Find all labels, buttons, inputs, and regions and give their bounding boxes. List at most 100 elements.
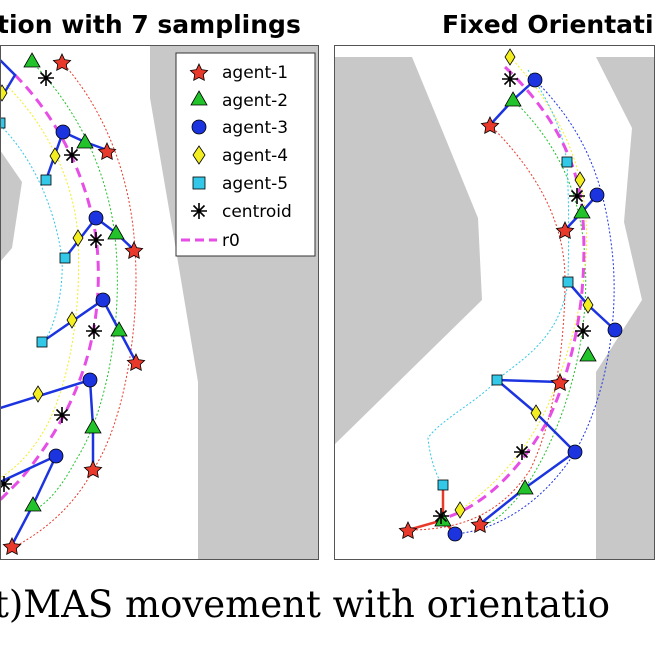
legend-item-agent-4: agent-4 <box>192 145 288 166</box>
right-traj-agent-1 <box>407 124 566 531</box>
star-marker <box>555 221 575 240</box>
asterisk-marker <box>0 476 12 492</box>
legend-label: agent-1 <box>222 63 288 83</box>
legend: agent-1 agent-2 agent-3 agent-4 agent-5 … <box>175 52 316 257</box>
legend-item-centroid: centroid <box>191 202 292 222</box>
diamond-marker <box>530 404 542 422</box>
legend-item-agent-5: agent-5 <box>192 174 288 194</box>
diamond-marker <box>32 385 44 403</box>
circle-marker <box>527 72 543 88</box>
legend-item-r0: r0 <box>181 231 240 251</box>
legend-label: r0 <box>222 231 240 251</box>
square-marker <box>59 252 71 264</box>
triangle-marker <box>23 52 41 68</box>
right-panel: Fixed Orientati <box>334 10 655 560</box>
diamond-marker <box>504 48 516 66</box>
left-panel: tion with 7 samplings <box>0 10 319 560</box>
left-centroid-markers <box>0 70 104 492</box>
legend-item-agent-3: agent-3 <box>191 118 288 138</box>
circle-marker <box>95 292 111 308</box>
right-agent-4-markers <box>454 48 594 519</box>
left-agent-1-markers <box>2 53 146 556</box>
left-agent-3-markers <box>48 124 111 464</box>
circle-marker <box>88 210 104 226</box>
triangle-marker <box>76 133 94 149</box>
asterisk-marker <box>86 323 102 339</box>
right-agent-3-markers <box>447 72 623 542</box>
triangle-marker <box>84 418 102 434</box>
asterisk-marker <box>514 444 530 460</box>
circle-marker <box>607 322 623 338</box>
legend-label: centroid <box>222 202 292 222</box>
legend-label: agent-4 <box>222 146 288 166</box>
triangle-marker <box>110 321 128 337</box>
asterisk-marker <box>433 508 449 524</box>
asterisk-marker <box>502 71 518 87</box>
star-marker <box>2 537 22 556</box>
star-marker <box>83 460 103 479</box>
square-marker <box>40 174 52 186</box>
asterisk-marker <box>191 203 207 219</box>
right-panel-title: Fixed Orientati <box>442 10 654 39</box>
triangle-marker <box>573 203 591 219</box>
left-agent-5-markers <box>0 117 71 348</box>
asterisk-marker <box>54 407 70 423</box>
circle-marker <box>589 187 605 203</box>
legend-label: agent-2 <box>222 91 288 111</box>
star-marker <box>52 53 72 72</box>
star-marker <box>550 373 570 392</box>
right-plot-area <box>334 45 655 560</box>
diamond-marker <box>582 296 594 314</box>
triangle-marker <box>190 90 208 106</box>
left-plot-border <box>0 45 319 560</box>
circle-marker <box>82 372 98 388</box>
star-marker <box>97 142 117 161</box>
caption-text: t)MAS movement with orientatio <box>0 583 611 626</box>
diamond-marker <box>574 171 586 189</box>
star-marker <box>470 515 490 534</box>
right-traj-agent-5 <box>427 69 570 486</box>
square-marker <box>437 479 449 491</box>
circle-marker <box>447 526 463 542</box>
left-agent-2-markers <box>23 52 128 512</box>
circle-marker <box>191 119 207 135</box>
left-traj-agent-5 <box>0 124 63 346</box>
square-marker <box>36 336 48 348</box>
circle-marker <box>48 448 64 464</box>
asterisk-marker <box>88 232 104 248</box>
star-marker <box>189 63 209 82</box>
right-obstacle-left <box>334 57 482 445</box>
legend-item-agent-2: agent-2 <box>190 90 288 111</box>
diamond-marker <box>72 229 84 247</box>
left-markers <box>0 52 146 556</box>
asterisk-marker <box>64 147 80 163</box>
legend-label: agent-5 <box>222 174 288 194</box>
left-panel-title: tion with 7 samplings <box>0 10 301 39</box>
star-marker <box>124 241 144 260</box>
diamond-marker <box>66 311 78 329</box>
star-marker <box>480 116 500 135</box>
left-traj-agent-1 <box>11 61 137 549</box>
square-marker <box>491 374 503 386</box>
legend-item-agent-1: agent-1 <box>189 63 288 83</box>
circle-marker <box>55 124 71 140</box>
star-marker <box>126 353 146 372</box>
figure-caption: t)MAS movement with orientatio <box>0 583 655 643</box>
diamond-marker <box>192 145 206 165</box>
right-agent-5-markers <box>437 156 574 491</box>
right-reference-path <box>444 65 586 520</box>
right-obstacle-right <box>596 57 655 560</box>
star-marker <box>398 521 418 540</box>
triangle-marker <box>107 224 125 240</box>
square-marker <box>192 176 206 190</box>
asterisk-marker <box>575 323 591 339</box>
right-traj-agent-4 <box>459 56 588 511</box>
asterisk-marker <box>569 188 585 204</box>
square-marker <box>0 117 6 129</box>
diamond-marker <box>0 84 8 102</box>
legend-label: agent-3 <box>222 118 288 138</box>
square-marker <box>562 276 574 288</box>
circle-marker <box>567 444 583 460</box>
right-markers <box>398 48 623 542</box>
